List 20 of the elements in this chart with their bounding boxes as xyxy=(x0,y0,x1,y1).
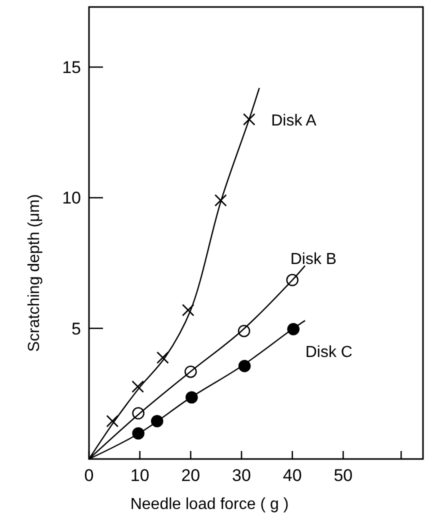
y-tick-label: 15 xyxy=(62,58,81,78)
series-label: Disk B xyxy=(290,251,337,268)
point xyxy=(156,351,169,364)
y-tick-label: 5 xyxy=(72,319,81,338)
x-axis-title: Needle load force ( g ) xyxy=(130,496,289,513)
series-label: Disk C xyxy=(305,344,352,362)
point xyxy=(214,194,227,207)
x-tick-label: 40 xyxy=(282,466,302,485)
y-tick-label: 10 xyxy=(62,188,81,208)
point xyxy=(106,414,119,428)
series-label: Disk A xyxy=(271,112,317,130)
point xyxy=(182,304,194,316)
x-tick-label: 10 xyxy=(130,466,150,485)
point xyxy=(242,113,256,126)
x-tick-label: 30 xyxy=(232,466,251,485)
y-axis-title: Scratching depth (μm) xyxy=(26,194,43,352)
point xyxy=(132,380,144,393)
x-tick-label: 50 xyxy=(334,466,353,485)
x-tick-label: 20 xyxy=(181,466,200,485)
x-tick-label: 0 xyxy=(84,466,94,485)
